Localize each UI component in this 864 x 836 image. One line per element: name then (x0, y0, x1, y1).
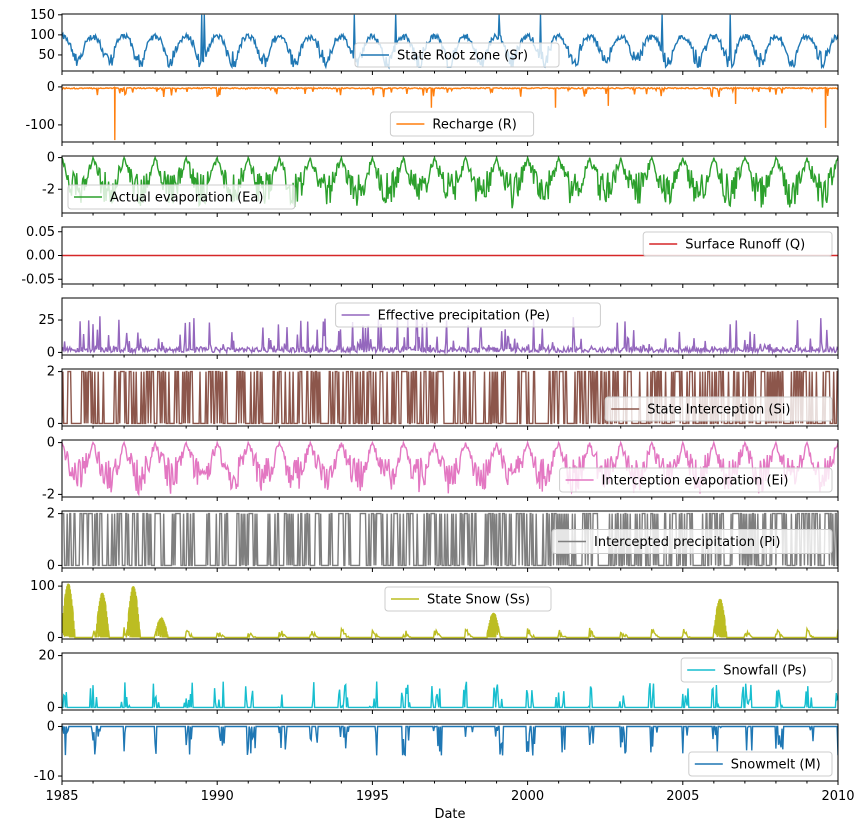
legend-label: State Root zone (Sr) (397, 49, 528, 64)
legend-label: Recharge (R) (432, 118, 516, 133)
legend: State Snow (Ss) (384, 586, 552, 612)
y-tick-label: 25 (38, 313, 55, 328)
y-tick-label: -2 (42, 182, 55, 197)
axes-frame (61, 13, 839, 72)
axes-frame (61, 652, 839, 711)
legend-label: Surface Runoff (Q) (685, 238, 805, 253)
y-tick-label: 0.00 (26, 249, 55, 264)
panel-1: 50 100 150 State Root zone (Sr) (30, 8, 839, 75)
legend-box (604, 396, 833, 422)
legend-label: Actual evaporation (Ea) (110, 191, 263, 206)
axes-frame (61, 155, 839, 214)
x-tick-label: 1990 (201, 789, 234, 804)
axes-frame (61, 439, 839, 498)
series-line (62, 440, 838, 497)
y-tick-label: -0.05 (21, 272, 55, 287)
axes-frame (61, 723, 839, 782)
axes-frame (61, 581, 839, 640)
legend: Snowfall (Ps) (680, 657, 833, 683)
legend-box (384, 586, 552, 612)
y-tick-label: 0 (47, 630, 55, 645)
y-tick-label: 0 (47, 558, 55, 573)
legend: State Root zone (Sr) (354, 42, 560, 68)
y-tick-label: -2 (42, 487, 55, 502)
y-tick-label: 0 (47, 80, 55, 95)
legend-label: State Snow (Ss) (427, 593, 530, 608)
axes-frame (61, 84, 839, 143)
series-line (62, 370, 838, 425)
y-tick-label: 0 (47, 151, 55, 166)
y-tick-label: 20 (38, 649, 55, 664)
legend: Effective precipitation (Pe) (335, 302, 601, 328)
y-tick-label: 0 (47, 700, 55, 715)
legend: Interception evaporation (Ei) (559, 467, 833, 493)
panel-2: 0 -100 Recharge (R) (25, 80, 839, 146)
legend-label: State Interception (Si) (647, 403, 790, 418)
legend: Surface Runoff (Q) (642, 231, 833, 257)
legend-box (688, 751, 833, 777)
y-tick-label: 100 (30, 28, 55, 43)
axes-frame (61, 510, 839, 569)
legend: Actual evaporation (Ea) (67, 184, 296, 210)
legend-box (389, 111, 535, 137)
panel-8: 0 2 Intercepted precipitation (Pi) (47, 507, 839, 573)
series-line (62, 681, 838, 710)
panel-4: 0.05 0.00 -0.05 Surface Runoff (Q) (21, 225, 839, 288)
series-line (62, 512, 838, 567)
x-tick-label: 1985 (45, 789, 78, 804)
x-tick-label: 2005 (666, 789, 699, 804)
y-tick-label: 100 (30, 579, 55, 594)
y-tick-label: 0.05 (26, 225, 55, 240)
y-tick-label: 0 (47, 345, 55, 360)
legend-label: Snowmelt (M) (731, 758, 821, 773)
x-tick-label: 1995 (356, 789, 389, 804)
panel-3: 0 -2 Actual evaporation (Ea) (42, 151, 839, 217)
legend: Intercepted precipitation (Pi) (551, 529, 833, 554)
legend: Snowmelt (M) (688, 751, 833, 777)
legend-label: Intercepted precipitation (Pi) (594, 535, 780, 550)
legend-box (354, 42, 560, 68)
y-tick-label: 0 (47, 719, 55, 734)
axes-frame (61, 368, 839, 427)
panel-10: 0 20 Snowfall (Ps) (38, 649, 839, 715)
legend-box (551, 529, 833, 554)
series-line (62, 156, 838, 209)
y-tick-label: 150 (30, 8, 55, 23)
y-tick-label: -100 (25, 118, 55, 133)
legend-box (680, 657, 833, 683)
y-tick-label: -10 (34, 769, 55, 784)
legend-box (335, 302, 601, 328)
panel-6: 0 2 State Interception (Si) (47, 365, 839, 431)
axes-frame (61, 297, 839, 356)
panel-5: 0 25 Effective precipitation (Pe) (38, 297, 839, 360)
x-axis-label: Date (434, 807, 465, 822)
y-tick-label: 50 (38, 48, 55, 63)
series-line (62, 725, 838, 757)
y-tick-label: 0 (47, 416, 55, 431)
legend-label: Effective precipitation (Pe) (378, 309, 550, 324)
panel-9: 0 100 State Snow (Ss) (30, 579, 839, 645)
y-tick-label: 0 (47, 436, 55, 451)
legend: State Interception (Si) (604, 396, 833, 422)
legend-label: Interception evaporation (Ei) (602, 474, 789, 489)
panel-11: 0 -10 Snowmelt (M) (34, 719, 839, 785)
x-tick-label: 2000 (511, 789, 544, 804)
x-tick-label: 2010 (821, 789, 854, 804)
series-line (62, 583, 838, 639)
y-tick-label: 2 (47, 507, 55, 522)
series-line (62, 316, 838, 355)
legend-box (559, 467, 833, 493)
series-line (62, 85, 838, 141)
legend: Recharge (R) (389, 111, 535, 137)
legend-box (67, 184, 296, 210)
panel-7: 0 -2 Interception evaporation (Ei) (42, 436, 839, 502)
legend-box (642, 231, 833, 257)
legend-label: Snowfall (Ps) (723, 664, 807, 679)
y-tick-label: 2 (47, 365, 55, 380)
